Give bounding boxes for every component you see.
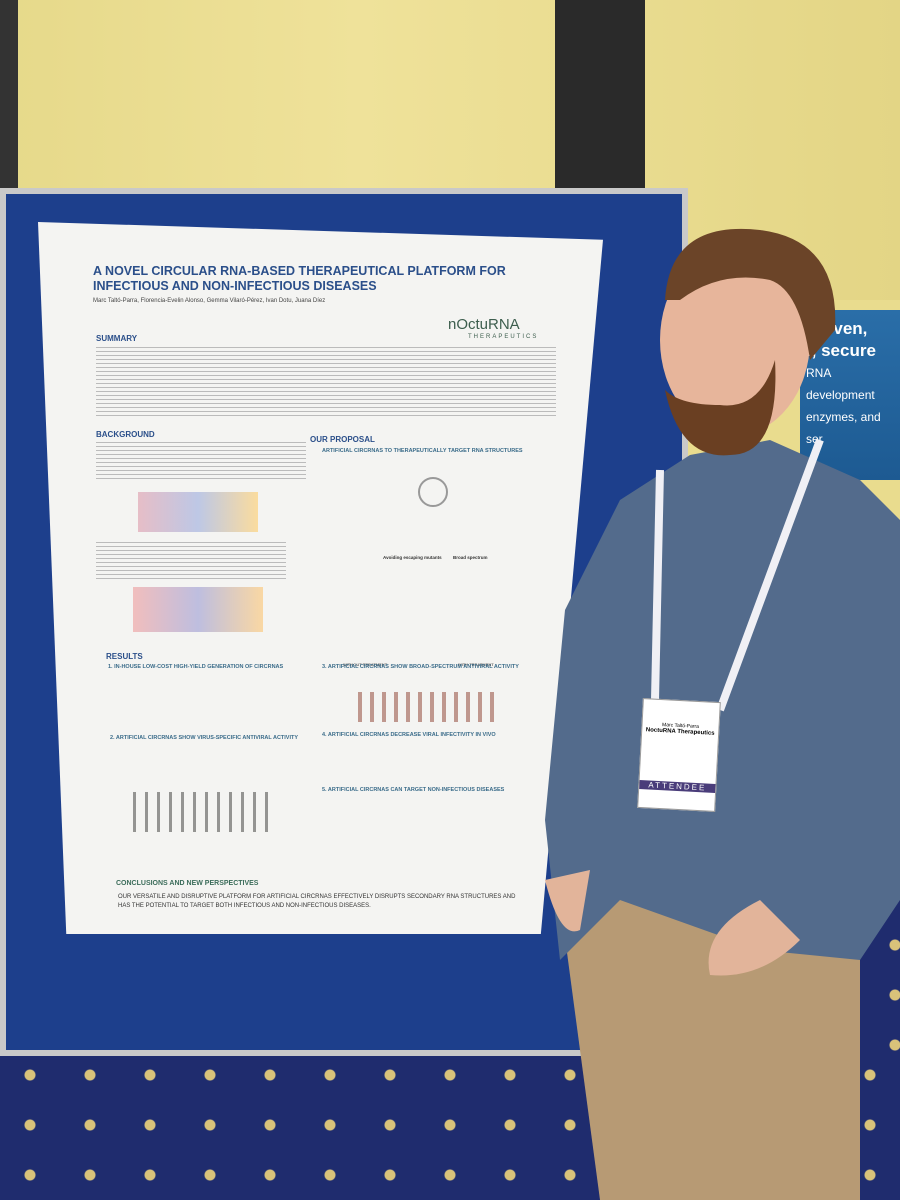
hand bbox=[545, 870, 590, 932]
result-heading: 3. ARTIFICIAL CIRCRNAS SHOW BROAD-SPECTR… bbox=[322, 664, 519, 670]
logo-sub: THERAPEUTICS bbox=[468, 334, 539, 340]
bar-figures bbox=[358, 692, 498, 722]
summary-text bbox=[96, 347, 556, 419]
section-heading: OUR PROPOSAL bbox=[310, 435, 375, 444]
poster: A NOVEL CIRCULAR RNA-BASED THERAPEUTICAL… bbox=[38, 222, 603, 934]
result-heading: 1. IN-HOUSE LOW-COST HIGH-YIELD GENERATI… bbox=[108, 664, 284, 670]
section-heading: SUMMARY bbox=[96, 334, 138, 343]
hand bbox=[708, 900, 800, 976]
conclusions-text: OUR VERSATILE AND DISRUPTIVE PLATFORM FO… bbox=[118, 894, 516, 909]
section-heading: BACKGROUND bbox=[96, 430, 155, 439]
treatment-label: WITH TREATMENT bbox=[458, 662, 494, 667]
lanyard bbox=[651, 438, 824, 712]
bar-figures bbox=[133, 792, 273, 832]
treatment-label: WITHOUT TREATMENT bbox=[343, 662, 388, 667]
badge: Marc Taltó-Parra NoctuRNA Therapeutics A… bbox=[637, 698, 721, 812]
sign-line: t, secure bbox=[806, 341, 876, 360]
proposal-label: Avoiding escaping mutants bbox=[383, 555, 442, 560]
poster-title: A NOVEL CIRCULAR RNA-BASED THERAPEUTICAL… bbox=[93, 264, 506, 293]
circrna-icon bbox=[418, 477, 448, 507]
logo: nOctuRNA bbox=[448, 316, 520, 333]
background-text bbox=[96, 542, 286, 582]
hair bbox=[665, 228, 836, 360]
proposal-label: Broad spectrum bbox=[453, 555, 488, 560]
section-heading: CONCLUSIONS AND NEW PERSPECTIVES bbox=[116, 880, 259, 887]
poster-authors: Marc Taltó-Parra, Florencia-Evelin Alons… bbox=[93, 298, 326, 304]
result-heading: 5. ARTIFICIAL CIRCRNAS CAN TARGET NON-IN… bbox=[322, 787, 505, 793]
section-heading: RESULTS bbox=[106, 652, 143, 661]
badge-role: ATTENDEE bbox=[639, 779, 716, 793]
figure bbox=[133, 587, 263, 632]
pillar bbox=[0, 0, 18, 190]
background-text bbox=[96, 442, 306, 482]
result-heading: 2. ARTIFICIAL CIRCRNAS SHOW VIRUS-SPECIF… bbox=[110, 735, 299, 741]
result-heading: 4. ARTIFICIAL CIRCRNAS DECREASE VIRAL IN… bbox=[322, 732, 496, 738]
figure bbox=[138, 492, 258, 532]
door bbox=[555, 0, 645, 205]
beard bbox=[665, 360, 776, 456]
proposal-subtitle: ARTIFICIAL CIRCRNAS TO THERAPEUTICALLY T… bbox=[322, 448, 523, 454]
sign-line: RNA development bbox=[806, 366, 875, 402]
